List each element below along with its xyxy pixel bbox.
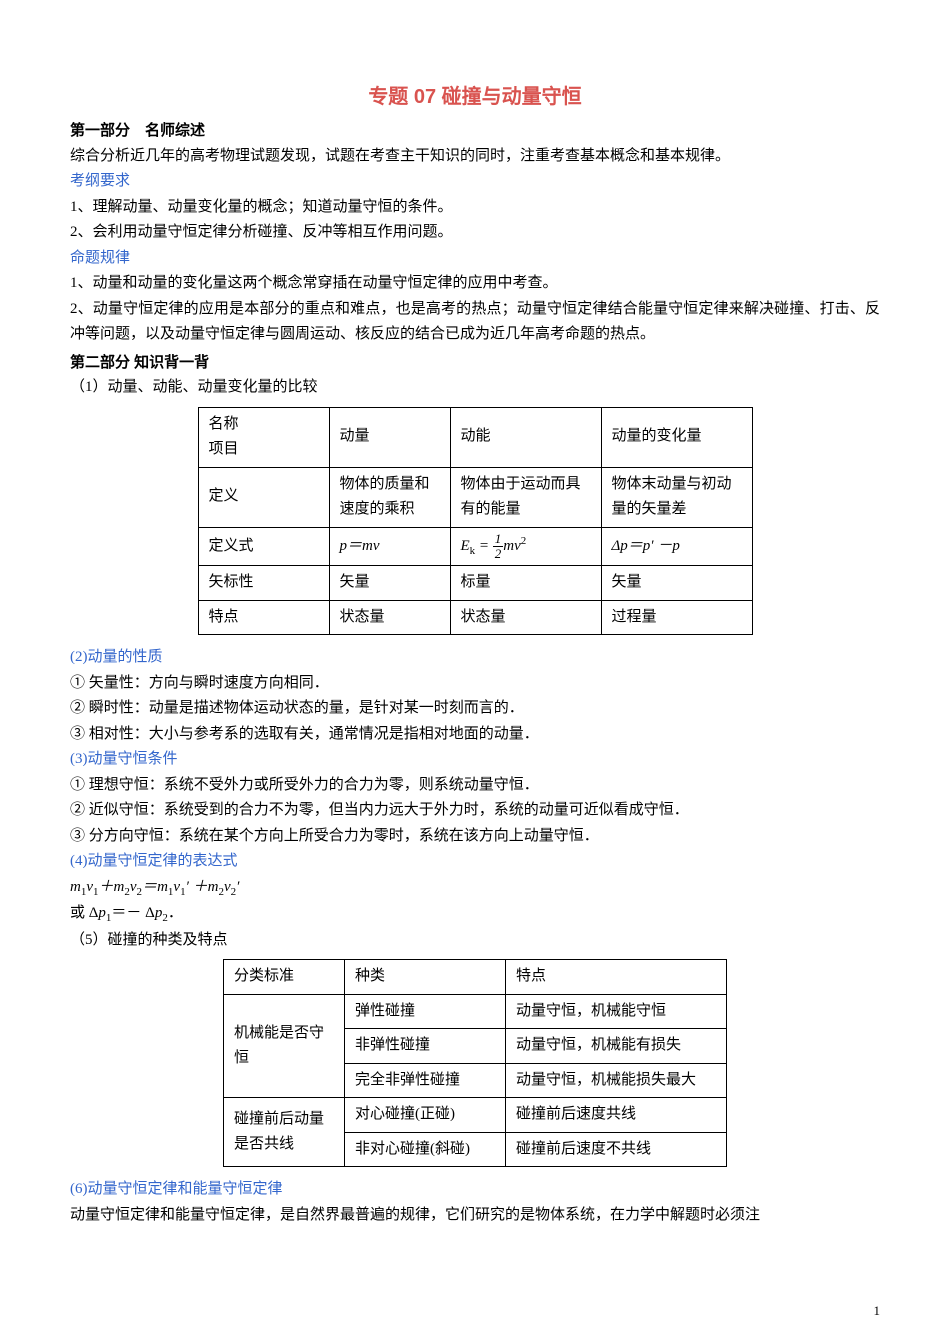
subsection-label: (4)动量守恒定律的表达式 xyxy=(70,849,880,875)
table-cell: p＝mv xyxy=(329,527,450,566)
body-text: ③ 相对性：大小与参考系的选取有关，通常情况是指相对地面的动量． xyxy=(70,722,880,748)
table-cell: 弹性碰撞 xyxy=(345,994,506,1029)
sym: m xyxy=(208,879,219,895)
table-cell: 分类标准 xyxy=(224,960,345,995)
formula-line: m1v1＋m2v2＝m1v1′ ＋m2v2′ xyxy=(70,875,880,902)
table-cell: 物体由于运动而具有的能量 xyxy=(450,467,601,527)
sym: v xyxy=(224,879,231,895)
mingti-label: 命题规律 xyxy=(70,246,880,272)
table-cell: 机械能是否守恒 xyxy=(224,994,345,1098)
part2-header: 第二部分 知识背一背 xyxy=(70,350,880,376)
sym: m xyxy=(70,879,81,895)
table-cell: 名称 项目 xyxy=(198,407,329,467)
table-cell: 矢标性 xyxy=(198,566,329,601)
sym: m xyxy=(114,879,125,895)
body-text: 动量守恒定律和能量守恒定律，是自然界最普遍的规律，它们研究的是物体系统，在力学中… xyxy=(70,1203,880,1229)
table-cell: 定义式 xyxy=(198,527,329,566)
fraction: 12 xyxy=(493,532,504,562)
sym: ＋ xyxy=(99,879,114,895)
table-cell: 碰撞前后速度不共线 xyxy=(506,1132,727,1167)
table-cell: 动量守恒，机械能有损失 xyxy=(506,1029,727,1064)
body-text: ② 瞬时性：动量是描述物体运动状态的量，是针对某一时刻而言的． xyxy=(70,696,880,722)
mingti-item: 1、动量和动量的变化量这两个概念常穿插在动量守恒定律的应用中考查。 xyxy=(70,271,880,297)
kaogang-item: 2、会利用动量守恒定律分析碰撞、反冲等相互作用问题。 xyxy=(70,220,880,246)
table-cell: 动量的变化量 xyxy=(601,407,752,467)
part1-header: 第一部分 名师综述 xyxy=(70,118,880,144)
sym: p xyxy=(98,905,106,921)
sym: E xyxy=(461,538,470,554)
collision-table: 分类标准 种类 特点 机械能是否守恒 弹性碰撞 动量守恒，机械能守恒 非弹性碰撞… xyxy=(223,959,727,1167)
kaogang-label: 考纲要求 xyxy=(70,169,880,195)
table-cell: 动量守恒，机械能守恒 xyxy=(506,994,727,1029)
table-cell: 动能 xyxy=(450,407,601,467)
table-cell: 碰撞前后动量是否共线 xyxy=(224,1098,345,1167)
kaogang-item: 1、理解动量、动量变化量的概念；知道动量守恒的条件。 xyxy=(70,195,880,221)
intro-text: 综合分析近几年的高考物理试题发现，试题在考查主干知识的同时，注重考查基本概念和基… xyxy=(70,144,880,170)
table-cell: 动量守恒，机械能损失最大 xyxy=(506,1063,727,1098)
table-cell: 特点 xyxy=(506,960,727,995)
denominator: 2 xyxy=(493,547,504,561)
table-cell: 完全非弹性碰撞 xyxy=(345,1063,506,1098)
subsection-label: (6)动量守恒定律和能量守恒定律 xyxy=(70,1177,880,1203)
table-cell: 对心碰撞(正碰) xyxy=(345,1098,506,1133)
sym: = xyxy=(475,538,489,554)
table-cell: Ek = 12mv2 xyxy=(450,527,601,566)
page-number: 1 xyxy=(874,1300,881,1322)
formula: Ek = 12mv2 xyxy=(461,538,527,554)
sym: ′ xyxy=(236,879,239,895)
body-text: ③ 分方向守恒：系统在某个方向上所受合力为零时，系统在该方向上动量守恒． xyxy=(70,824,880,850)
table-cell: Δp＝p′ －p xyxy=(601,527,752,566)
cell-text: 项目 xyxy=(209,441,239,457)
comparison-table: 名称 项目 动量 动能 动量的变化量 定义 物体的质量和速度的乘积 物体由于运动… xyxy=(198,407,753,636)
sym: 或 Δ xyxy=(70,905,98,921)
table-cell: 标量 xyxy=(450,566,601,601)
table-cell: 定义 xyxy=(198,467,329,527)
table-cell: 特点 xyxy=(198,600,329,635)
subsection-label: (3)动量守恒条件 xyxy=(70,747,880,773)
subsection-label: （1）动量、动能、动量变化量的比较 xyxy=(70,375,880,401)
table-cell: 物体末动量与初动量的矢量差 xyxy=(601,467,752,527)
table-cell: 矢量 xyxy=(329,566,450,601)
formula: Δp＝p′ －p xyxy=(612,538,680,554)
table-cell: 状态量 xyxy=(450,600,601,635)
sym: ＝ xyxy=(142,879,157,895)
formula-line: 或 Δp1＝－ Δp2． xyxy=(70,901,880,928)
sym: ． xyxy=(168,905,183,921)
table-cell: 物体的质量和速度的乘积 xyxy=(329,467,450,527)
formula: p＝mv xyxy=(340,538,380,554)
table-cell: 过程量 xyxy=(601,600,752,635)
numerator: 1 xyxy=(493,532,504,547)
body-text: ① 理想守恒：系统不受外力或所受外力的合力为零，则系统动量守恒． xyxy=(70,773,880,799)
superscript: 2 xyxy=(521,535,527,547)
cell-text: 名称 xyxy=(209,416,239,432)
body-text: ② 近似守恒：系统受到的合力不为零，但当内力远大于外力时，系统的动量可近似看成守… xyxy=(70,798,880,824)
sym: m xyxy=(157,879,168,895)
mingti-item: 2、动量守恒定律的应用是本部分的重点和难点，也是高考的热点；动量守恒定律结合能量… xyxy=(70,297,880,348)
sym: ′ ＋ xyxy=(186,879,208,895)
sym: v xyxy=(86,879,93,895)
page-title: 专题 07 碰撞与动量守恒 xyxy=(70,80,880,114)
sym: v xyxy=(130,879,137,895)
sym: mv xyxy=(503,538,521,554)
subsection-label: （5）碰撞的种类及特点 xyxy=(70,928,880,954)
table-cell: 动量 xyxy=(329,407,450,467)
table-cell: 矢量 xyxy=(601,566,752,601)
table-cell: 状态量 xyxy=(329,600,450,635)
table-cell: 非弹性碰撞 xyxy=(345,1029,506,1064)
table-cell: 非对心碰撞(斜碰) xyxy=(345,1132,506,1167)
table-cell: 种类 xyxy=(345,960,506,995)
body-text: ① 矢量性：方向与瞬时速度方向相同． xyxy=(70,671,880,697)
sym: ＝－ Δ xyxy=(111,905,154,921)
table-cell: 碰撞前后速度共线 xyxy=(506,1098,727,1133)
subsection-label: (2)动量的性质 xyxy=(70,645,880,671)
